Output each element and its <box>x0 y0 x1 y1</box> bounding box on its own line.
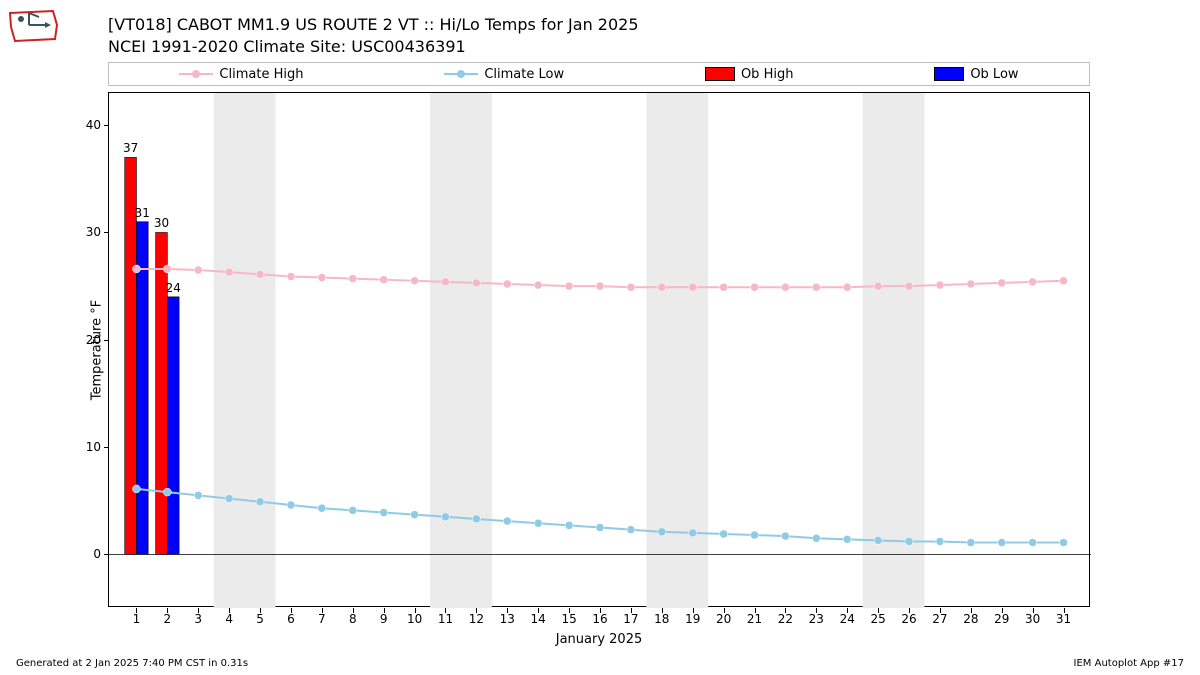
y-tick-label: 0 <box>93 547 101 561</box>
legend-ob-high: Ob High <box>705 67 794 82</box>
title-line-1: [VT018] CABOT MM1.9 US ROUTE 2 VT :: Hi/… <box>108 14 639 36</box>
x-tick-label: 30 <box>1025 612 1040 626</box>
x-tick-label: 3 <box>194 612 202 626</box>
x-tick-label: 10 <box>407 612 422 626</box>
x-tick-label: 19 <box>685 612 700 626</box>
x-tick-label: 20 <box>716 612 731 626</box>
y-tick-label: 30 <box>86 225 101 239</box>
x-tick-label: 16 <box>592 612 607 626</box>
legend-climate-high: Climate High <box>179 67 303 82</box>
plot-area: Temperature °F January 2025 010203040123… <box>108 92 1090 607</box>
x-tick-label: 15 <box>561 612 576 626</box>
x-tick-label: 22 <box>778 612 793 626</box>
x-tick-label: 27 <box>932 612 947 626</box>
x-tick-label: 12 <box>469 612 484 626</box>
x-tick-label: 31 <box>1056 612 1071 626</box>
x-tick-label: 17 <box>623 612 638 626</box>
legend-climate-low: Climate Low <box>444 67 564 82</box>
x-tick-label: 2 <box>164 612 172 626</box>
y-tick-label: 40 <box>86 118 101 132</box>
bar-label-high: 37 <box>123 141 138 155</box>
y-tick-label: 20 <box>86 333 101 347</box>
x-tick-label: 4 <box>225 612 233 626</box>
x-axis-label: January 2025 <box>556 632 643 647</box>
x-tick-label: 29 <box>994 612 1009 626</box>
y-axis-label: Temperature °F <box>90 299 105 399</box>
x-tick-label: 26 <box>901 612 916 626</box>
y-tick-label: 10 <box>86 440 101 454</box>
title-line-2: NCEI 1991-2020 Climate Site: USC00436391 <box>108 36 639 58</box>
legend-ob-low: Ob Low <box>934 67 1018 82</box>
iem-logo <box>5 5 65 45</box>
bar-label-low: 24 <box>166 281 181 295</box>
x-tick-label: 28 <box>963 612 978 626</box>
x-tick-label: 14 <box>531 612 546 626</box>
x-tick-label: 25 <box>870 612 885 626</box>
chart-title: [VT018] CABOT MM1.9 US ROUTE 2 VT :: Hi/… <box>108 14 639 57</box>
x-tick-label: 11 <box>438 612 453 626</box>
x-tick-label: 1 <box>133 612 141 626</box>
x-tick-label: 24 <box>840 612 855 626</box>
x-tick-label: 13 <box>500 612 515 626</box>
footer-app: IEM Autoplot App #17 <box>1074 658 1184 669</box>
footer-generated: Generated at 2 Jan 2025 7:40 PM CST in 0… <box>16 658 248 669</box>
x-tick-label: 5 <box>256 612 264 626</box>
bar-label-high: 30 <box>154 216 169 230</box>
x-tick-label: 23 <box>809 612 824 626</box>
x-tick-label: 8 <box>349 612 357 626</box>
plot-svg <box>109 93 1089 606</box>
legend: Climate High Climate Low Ob High Ob Low <box>108 62 1090 86</box>
x-tick-label: 9 <box>380 612 388 626</box>
x-tick-label: 21 <box>747 612 762 626</box>
bar-label-low: 31 <box>135 206 150 220</box>
x-tick-label: 18 <box>654 612 669 626</box>
x-tick-label: 6 <box>287 612 295 626</box>
x-tick-label: 7 <box>318 612 326 626</box>
